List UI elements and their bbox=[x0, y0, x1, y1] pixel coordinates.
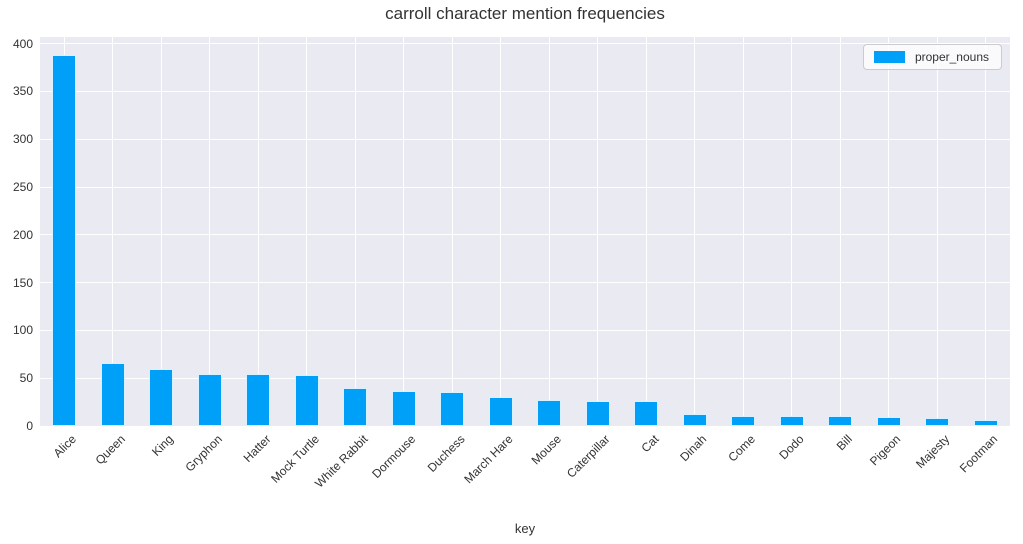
x-tick-label: March Hare bbox=[461, 432, 516, 487]
x-tick-label: Caterpillar bbox=[564, 432, 613, 481]
x-tick-label: Queen bbox=[92, 432, 128, 468]
x-gridline bbox=[694, 37, 696, 426]
x-gridline bbox=[112, 37, 114, 426]
bar-gryphon bbox=[197, 374, 222, 426]
x-tick-label: Bill bbox=[833, 432, 856, 454]
y-tick-label: 400 bbox=[12, 36, 33, 51]
y-tick-label: 50 bbox=[19, 371, 33, 386]
bar-footman bbox=[973, 420, 998, 426]
x-tick-label: Dodo bbox=[776, 432, 807, 463]
x-gridline bbox=[500, 37, 502, 426]
y-tick-label: 0 bbox=[26, 419, 33, 433]
x-gridline bbox=[985, 37, 987, 426]
x-gridline bbox=[403, 37, 405, 426]
y-gridline bbox=[40, 282, 1010, 284]
bar-white-rabbit bbox=[343, 387, 368, 426]
bar-hatter bbox=[246, 374, 271, 426]
y-gridline bbox=[40, 234, 1010, 236]
bar-alice bbox=[52, 55, 77, 426]
x-tick-label: King bbox=[149, 432, 177, 459]
plot-area: proper_nouns bbox=[40, 37, 1010, 427]
x-gridline bbox=[936, 37, 938, 426]
x-gridline bbox=[451, 37, 453, 426]
x-tick-label: Come bbox=[725, 432, 759, 465]
x-gridline bbox=[888, 37, 890, 426]
x-tick-label: Alice bbox=[50, 432, 80, 461]
bar-duchess bbox=[440, 391, 465, 426]
bar-queen bbox=[100, 362, 125, 426]
bar-pigeon bbox=[876, 417, 901, 426]
x-gridline bbox=[257, 37, 259, 426]
x-tick-label: Gryphon bbox=[182, 432, 225, 475]
y-tick-label: 150 bbox=[12, 275, 33, 290]
x-gridline bbox=[597, 37, 599, 426]
bar-cat bbox=[634, 401, 659, 426]
bar-dinah bbox=[682, 413, 707, 426]
x-gridline bbox=[791, 37, 793, 426]
bar-majesty bbox=[925, 418, 950, 426]
x-gridline bbox=[160, 37, 162, 426]
x-tick-label: Hatter bbox=[240, 432, 274, 466]
y-tick-label: 350 bbox=[12, 84, 33, 99]
x-tick-label: Dormouse bbox=[369, 432, 419, 482]
y-gridline bbox=[40, 377, 1010, 379]
x-tick-label: Pigeon bbox=[867, 432, 904, 469]
bar-caterpillar bbox=[585, 401, 610, 426]
legend: proper_nouns bbox=[862, 44, 1002, 70]
bar-march-hare bbox=[488, 397, 513, 426]
legend-swatch-icon bbox=[873, 51, 905, 63]
y-gridline bbox=[40, 186, 1010, 188]
y-gridline bbox=[40, 329, 1010, 331]
x-tick-label: Dinah bbox=[677, 432, 710, 465]
x-axis-label: key bbox=[514, 521, 536, 536]
chart-title: carroll character mention frequencies bbox=[385, 4, 665, 23]
bar-mock-turtle bbox=[294, 375, 319, 426]
y-gridline bbox=[40, 425, 1010, 427]
bar-dormouse bbox=[391, 390, 416, 426]
x-gridline bbox=[209, 37, 211, 426]
bar-mouse bbox=[537, 400, 562, 426]
y-tick-label: 100 bbox=[12, 323, 33, 338]
bar-king bbox=[149, 368, 174, 426]
x-tick-label: Majesty bbox=[913, 432, 953, 472]
x-gridline bbox=[306, 37, 308, 426]
x-gridline bbox=[742, 37, 744, 426]
y-tick-label: 250 bbox=[12, 180, 33, 195]
x-gridline bbox=[354, 37, 356, 426]
x-gridline bbox=[645, 37, 647, 426]
x-tick-label: Mouse bbox=[528, 432, 565, 468]
y-gridline bbox=[40, 43, 1010, 45]
x-tick-label: Cat bbox=[638, 432, 662, 456]
bar-bill bbox=[828, 415, 853, 426]
y-gridline bbox=[40, 138, 1010, 140]
y-gridline bbox=[40, 90, 1010, 92]
y-tick-label: 200 bbox=[12, 227, 33, 242]
x-tick-label: Footman bbox=[957, 432, 1001, 476]
x-gridline bbox=[548, 37, 550, 426]
x-tick-label: Duchess bbox=[424, 432, 468, 475]
y-tick-label: 300 bbox=[12, 132, 33, 147]
bar-come bbox=[731, 415, 756, 426]
x-gridline bbox=[839, 37, 841, 426]
legend-label: proper_nouns bbox=[914, 50, 989, 64]
bar-dodo bbox=[779, 415, 804, 426]
